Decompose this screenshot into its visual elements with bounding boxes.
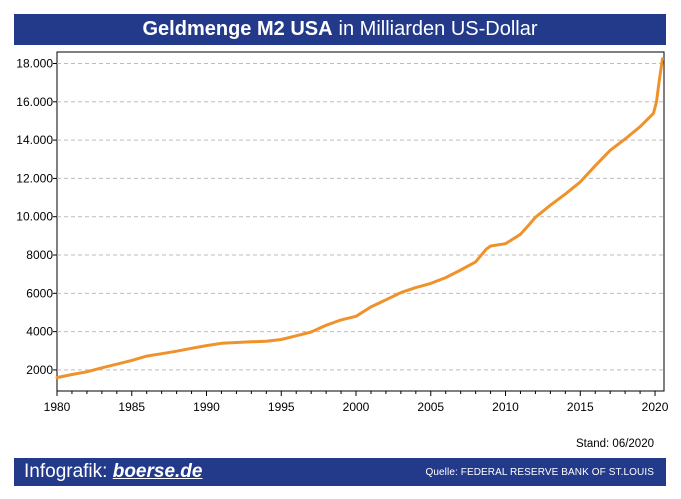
footer-brand: Infografik: boerse.de [24,461,202,483]
y-tick-label: 16.000 [16,95,53,109]
y-tick-label: 4000 [26,325,53,339]
plot-frame [56,51,665,392]
series-line-m2 [55,57,664,380]
source-note: Quelle: FEDERAL RESERVE BANK OF ST.LOUIS [425,467,654,478]
x-tick-label: 1995 [268,400,295,414]
brand-site-link[interactable]: boerse.de [112,461,203,482]
y-tick-label: 8000 [26,248,53,262]
y-tick-label: 2000 [26,363,53,377]
y-tick-label: 10.000 [16,210,53,224]
x-tick-label: 2020 [642,400,669,414]
x-tick-label: 2000 [343,400,370,414]
footer-banner: Infografik: boerse.de Quelle: FEDERAL RE… [14,458,666,486]
chart-title-bold: Geldmenge M2 USA [142,18,333,40]
x-tick-label: 2005 [417,400,444,414]
x-tick-label: 1985 [118,400,145,414]
data-date-note: Stand: 06/2020 [575,438,654,450]
y-tick-label: 14.000 [16,133,53,147]
brand-prefix: Infografik: [24,461,108,482]
y-tick-label: 6000 [26,286,53,300]
y-tick-label: 12.000 [16,171,53,185]
x-tick-label: 1990 [193,400,220,414]
y-tick-label: 18.000 [16,56,53,70]
x-tick-label: 2010 [492,400,519,414]
chart-title-rest: in Milliarden US-Dollar [338,18,538,40]
x-tick-label: 1980 [44,400,71,414]
x-tick-label: 2015 [567,400,594,414]
chart-title-banner: Geldmenge M2 USA in Milliarden US-Dollar [14,14,666,45]
